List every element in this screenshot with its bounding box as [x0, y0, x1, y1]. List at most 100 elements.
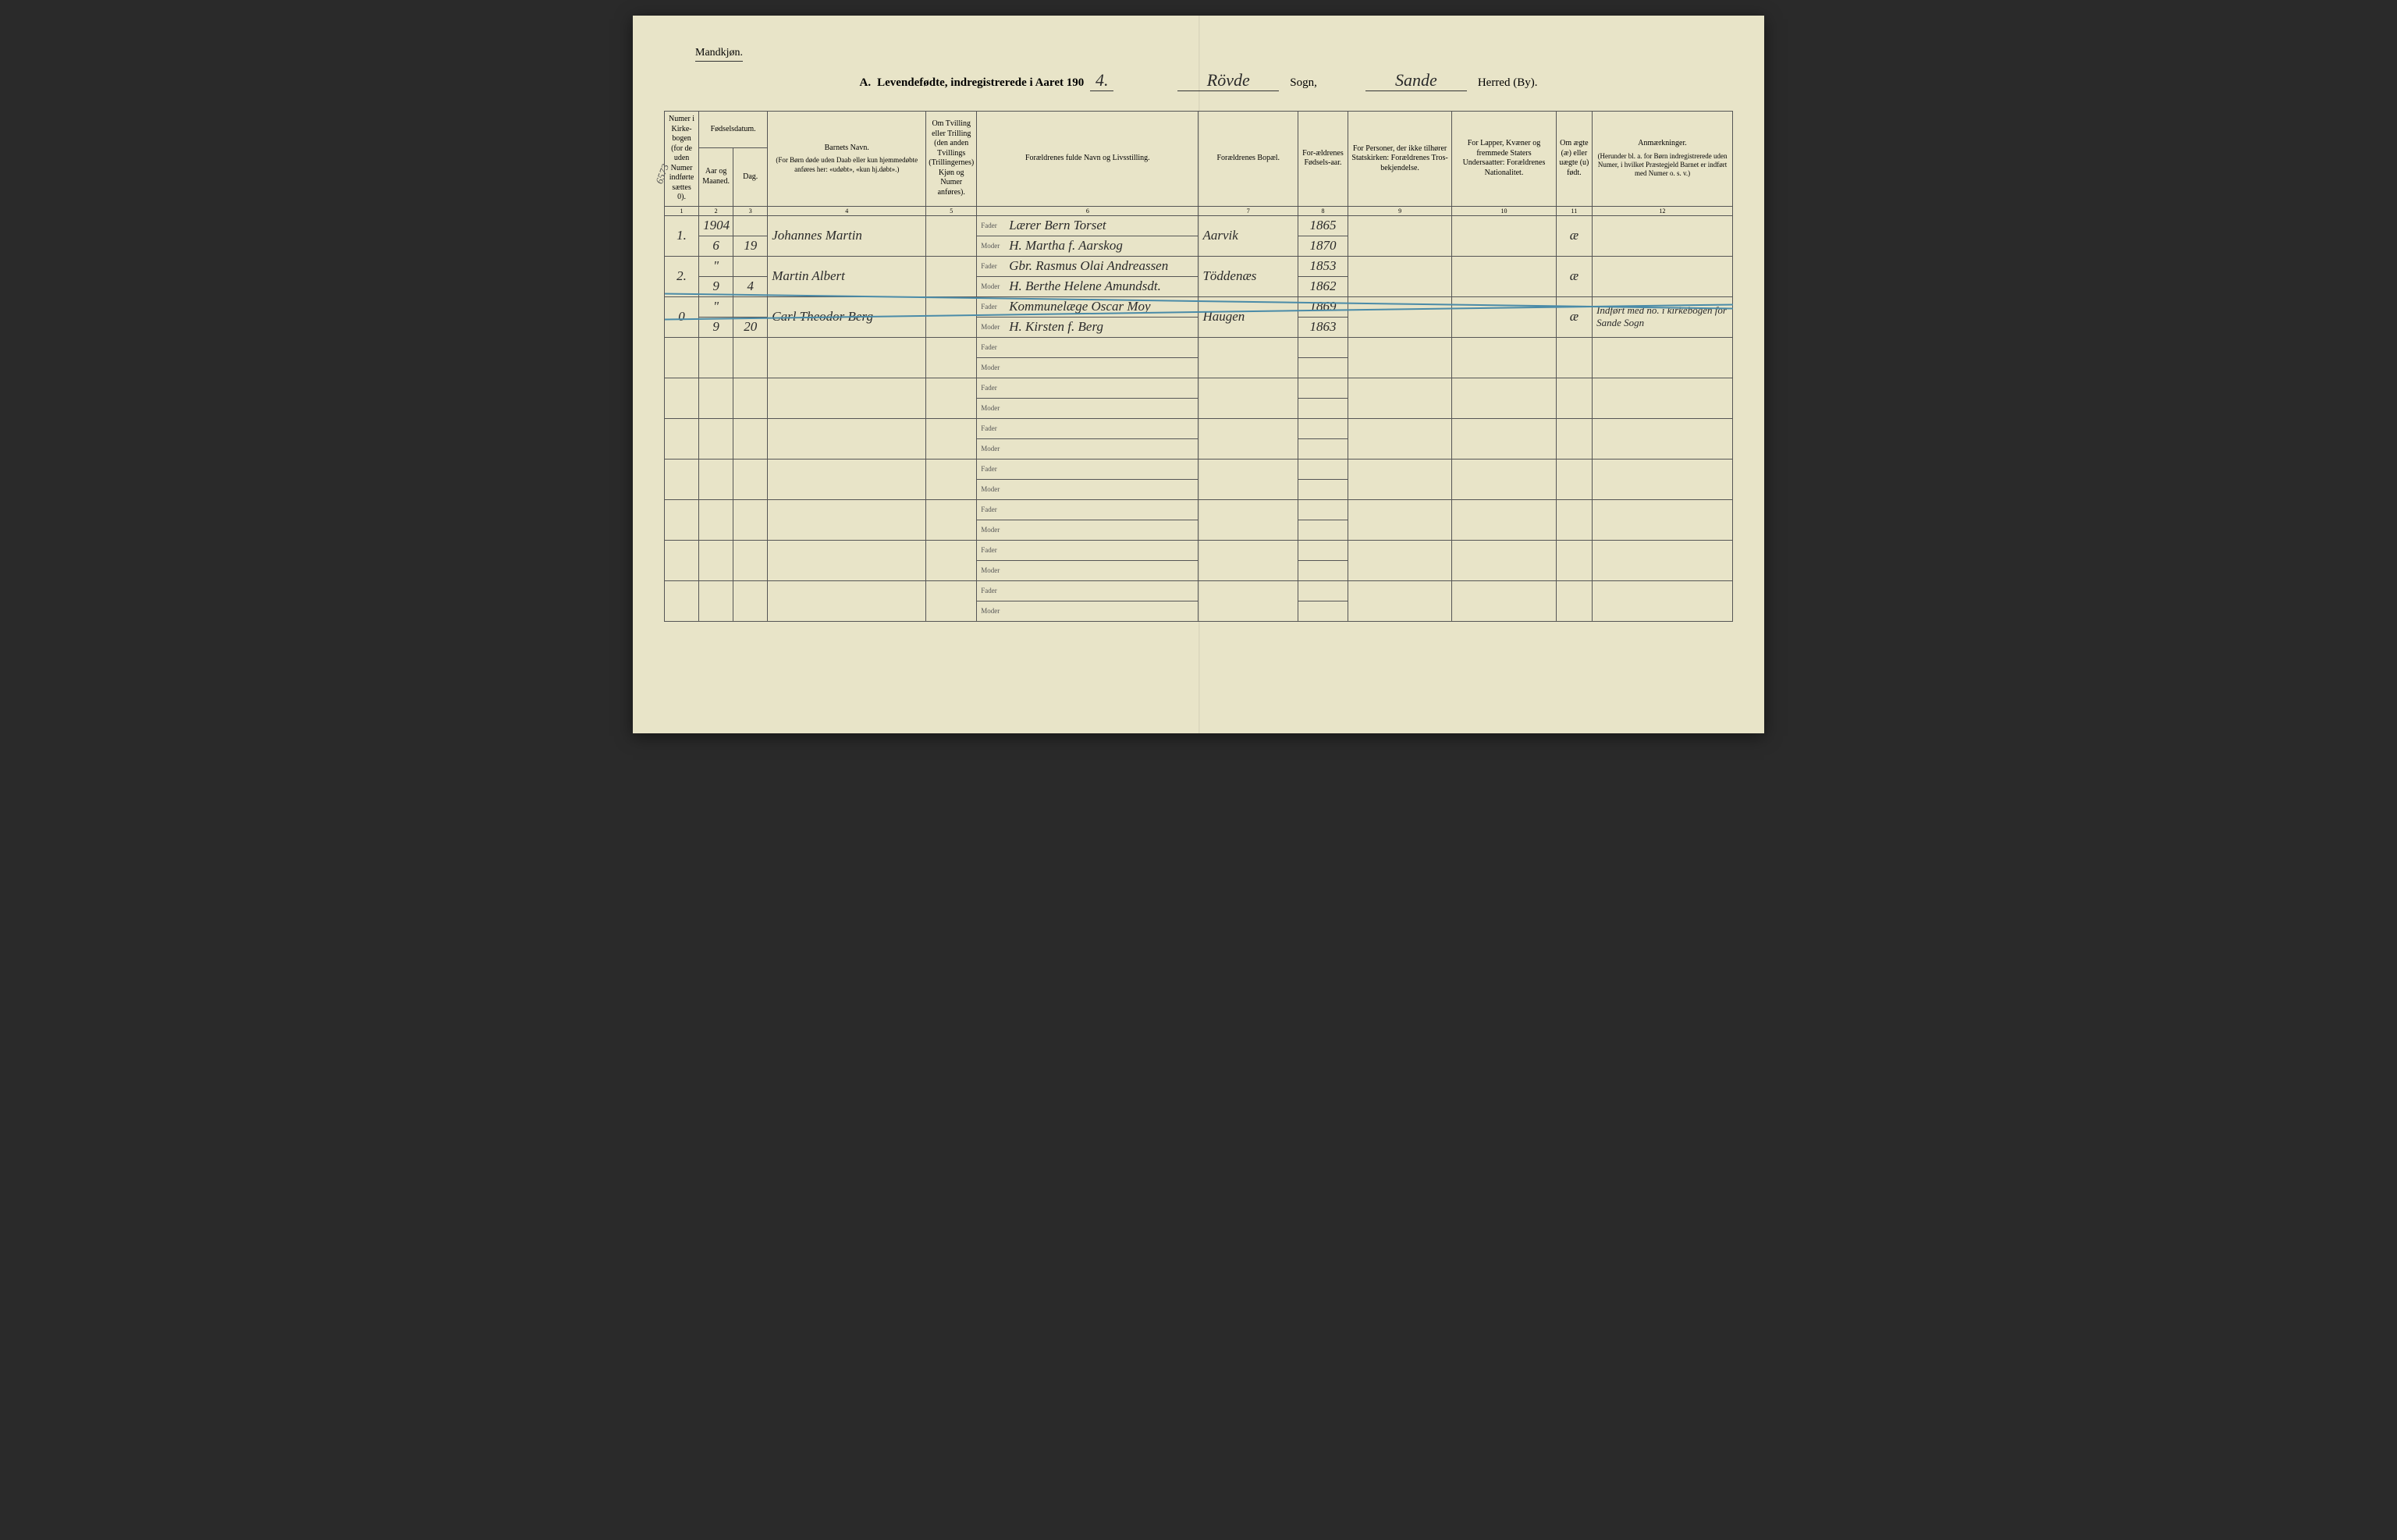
father-year: 1853 — [1298, 256, 1348, 276]
empty-cell — [1298, 438, 1348, 459]
parent-name: Kommunelæge Oscar Moy — [1009, 299, 1194, 314]
empty-cell — [1348, 378, 1451, 418]
parent-label: Moder — [981, 607, 1009, 615]
col-header-3: Dag. — [733, 148, 768, 206]
empty-cell — [699, 580, 733, 621]
parent-label: Moder — [981, 364, 1009, 371]
mother-cell-empty: Moder — [977, 520, 1198, 540]
col-num: 3 — [733, 206, 768, 215]
col-num: 10 — [1452, 206, 1556, 215]
sogn-value: Rövde — [1177, 70, 1279, 91]
empty-cell — [768, 459, 926, 499]
empty-cell — [1593, 337, 1733, 378]
empty-cell — [1298, 499, 1348, 520]
col-header-11: Om ægte (æ) eller uægte (u) født. — [1556, 112, 1592, 207]
father-cell: FaderKommunelæge Oscar Moy — [977, 296, 1198, 317]
empty-cell — [1348, 418, 1451, 459]
child-name: Martin Albert — [768, 256, 926, 296]
entry-number: 1. — [665, 215, 699, 256]
mother-cell-empty: Moder — [977, 601, 1198, 621]
father-cell-empty: Fader — [977, 580, 1198, 601]
empty-cell — [1298, 378, 1348, 398]
col-num: 12 — [1593, 206, 1733, 215]
col-header-4-sub: (For Børn døde uden Daab eller kun hjemm… — [770, 156, 923, 174]
empty-cell — [1556, 580, 1592, 621]
parent-label: Fader — [981, 465, 1009, 473]
twin-info — [926, 215, 977, 256]
empty-cell — [1452, 337, 1556, 378]
empty-cell — [699, 418, 733, 459]
empty-cell — [699, 337, 733, 378]
col-num: 2 — [699, 206, 733, 215]
col-num: 6 — [977, 206, 1198, 215]
empty-cell — [733, 378, 768, 418]
parent-label: Fader — [981, 343, 1009, 351]
residence: Aarvik — [1198, 215, 1298, 256]
empty-cell — [1198, 418, 1298, 459]
empty-cell — [1198, 499, 1298, 540]
legitimacy: æ — [1556, 256, 1592, 296]
empty-cell — [1452, 418, 1556, 459]
year-month: 6 — [699, 236, 733, 256]
parent-label: Moder — [981, 485, 1009, 493]
empty-cell — [1198, 378, 1298, 418]
empty-cell — [733, 337, 768, 378]
col-header-9: For Personer, der ikke tilhører Statskir… — [1348, 112, 1451, 207]
empty-cell — [1348, 499, 1451, 540]
mother-year: 1863 — [1298, 317, 1348, 337]
herred-label: Herred (By). — [1478, 76, 1538, 90]
child-name: Carl Theodor Berg — [768, 296, 926, 337]
col-header-4: Barnets Navn. (For Børn døde uden Daab e… — [768, 112, 926, 207]
col-header-7: Forældrenes Bopæl. — [1198, 112, 1298, 207]
col-header-12: Anmærkninger. (Herunder bl. a. for Børn … — [1593, 112, 1733, 207]
col9-value — [1348, 296, 1451, 337]
empty-cell — [1298, 398, 1348, 418]
empty-cell — [1198, 337, 1298, 378]
empty-cell — [1198, 459, 1298, 499]
empty-cell — [926, 378, 977, 418]
empty-cell — [1452, 459, 1556, 499]
father-cell-empty: Fader — [977, 499, 1198, 520]
empty-cell — [1593, 418, 1733, 459]
empty-cell — [768, 580, 926, 621]
father-year: 1865 — [1298, 215, 1348, 236]
herred-value: Sande — [1365, 70, 1467, 91]
empty-cell — [665, 540, 699, 580]
parent-label: Fader — [981, 262, 1009, 270]
entry-number: 2. — [665, 256, 699, 296]
day-blank — [733, 215, 768, 236]
father-cell-empty: Fader — [977, 337, 1198, 357]
empty-cell — [768, 418, 926, 459]
empty-cell — [1298, 601, 1348, 621]
empty-cell — [926, 418, 977, 459]
col-header-12-title: Anmærkninger. — [1595, 139, 1730, 149]
mother-cell-empty: Moder — [977, 479, 1198, 499]
mother-cell: ModerH. Berthe Helene Amundsdt. — [977, 276, 1198, 296]
entry-number: 0 — [665, 296, 699, 337]
empty-cell — [1593, 580, 1733, 621]
empty-cell — [1348, 459, 1451, 499]
col9-value — [1348, 256, 1451, 296]
empty-cell — [1198, 540, 1298, 580]
empty-cell — [1298, 418, 1348, 438]
empty-cell — [1556, 418, 1592, 459]
mother-cell: ModerH. Kirsten f. Berg — [977, 317, 1198, 337]
col-header-12-sub: (Herunder bl. a. for Børn indregistrered… — [1595, 152, 1730, 179]
empty-cell — [768, 540, 926, 580]
col-header-4-title: Barnets Navn. — [770, 144, 923, 154]
year-month-top: " — [699, 296, 733, 317]
mother-cell-empty: Moder — [977, 438, 1198, 459]
col-header-2: Aar og Maaned. — [699, 148, 733, 206]
col10-value — [1452, 215, 1556, 256]
empty-cell — [1593, 378, 1733, 418]
register-page: Mandkjøn. 6573 A. Levendefødte, indregis… — [633, 16, 1764, 733]
empty-cell — [926, 580, 977, 621]
col-header-8: For-ældrenes Fødsels-aar. — [1298, 112, 1348, 207]
father-cell: FaderLærer Bern Torset — [977, 215, 1198, 236]
residence: Haugen — [1198, 296, 1298, 337]
col10-value — [1452, 256, 1556, 296]
parent-label: Fader — [981, 303, 1009, 310]
empty-cell — [665, 337, 699, 378]
year-month-top: " — [699, 256, 733, 276]
father-cell: FaderGbr. Rasmus Olai Andreassen — [977, 256, 1198, 276]
